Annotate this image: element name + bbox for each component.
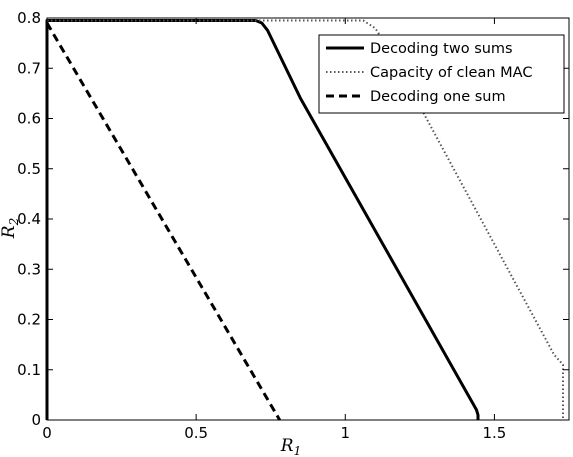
- x-axis-label-main: R: [280, 436, 294, 456]
- y-axis-label-main: R: [0, 225, 19, 239]
- y-tick-label: 0.1: [17, 361, 41, 379]
- y-axis-label-subscript: 2: [7, 218, 21, 227]
- y-axis-label: R2: [0, 218, 21, 239]
- x-tick-label: 0: [42, 424, 52, 442]
- series-line-3: [45, 22, 281, 421]
- legend: Decoding two sums Capacity of clean MAC De…: [318, 34, 565, 114]
- y-tick-label: 0.5: [17, 160, 41, 178]
- x-tick-label: 1: [341, 424, 351, 442]
- legend-label-3: Decoding one sum: [370, 89, 506, 105]
- y-tick-label: 0.8: [17, 9, 41, 27]
- x-axis-label-subscript: 1: [294, 444, 302, 457]
- x-tick-label: 1.5: [482, 424, 506, 442]
- ticks-layer: 0 0.5 1 1.5 0 0.1 0.2 0.3 0.4 0.5 0.6 0.7 0.8: [17, 9, 569, 442]
- legend-label-1: Decoding two sums: [370, 41, 513, 57]
- y-tick-label: 0.7: [17, 59, 41, 77]
- y-tick-label: 0.4: [17, 210, 41, 228]
- x-axis-label: R1: [280, 436, 301, 457]
- y-tick-label: 0: [31, 411, 41, 429]
- y-tick-label: 0.6: [17, 110, 41, 128]
- series-line-2: [47, 19, 564, 420]
- series-line-1: [45, 19, 480, 420]
- legend-label-2: Capacity of clean MAC: [370, 65, 532, 81]
- x-tick-label: 0.5: [184, 424, 208, 442]
- y-tick-label: 0.2: [17, 311, 41, 329]
- y-tick-label: 0.3: [17, 260, 41, 278]
- legend-entries: Decoding two sums Capacity of clean MAC De…: [326, 41, 532, 105]
- series-layer: [45, 19, 564, 421]
